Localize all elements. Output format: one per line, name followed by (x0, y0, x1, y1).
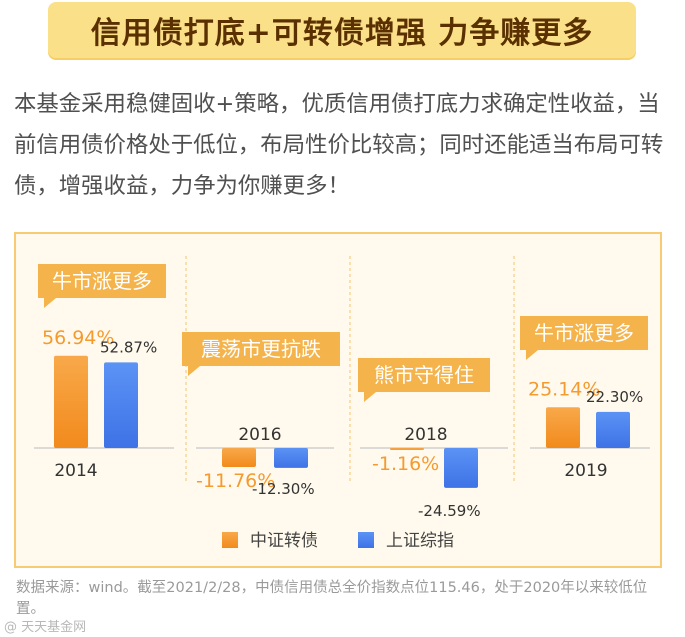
legend-label-cb: 中证转债 (250, 531, 318, 551)
bar-sh-2018 (444, 448, 478, 488)
chart-panel: 56.94% 52.87% 2014 牛市涨更多 -11.76% -12.30% 2016 震… (14, 232, 662, 568)
watermark-text: @ 天天基金网 (4, 620, 87, 635)
value-label-sh-2018: -24.59% (418, 502, 481, 520)
bar-cb-2016 (222, 448, 256, 468)
source-footnote: 数据来源：wind。截至2021/2/28，中债信用债总全价指数点位115.46… (16, 580, 648, 617)
bar-cb-2018 (390, 448, 424, 450)
annotation-text-1: 牛市涨更多 (52, 269, 152, 293)
value-label-sh-2016: -12.30% (252, 480, 315, 498)
annotation-tag-3 (358, 358, 490, 402)
bar-sh-2014 (104, 362, 138, 448)
intro-paragraph: 本基金采用稳健固收+策略，优质信用债打底力求确定性收益，当前信用债价格处于低位，… (14, 91, 664, 199)
legend-label-sh: 上证综指 (386, 531, 454, 551)
year-label-2019: 2019 (564, 461, 607, 481)
value-label-sh-2019: 22.30% (586, 388, 643, 406)
annotation-text-3: 熊市守得住 (374, 363, 474, 387)
legend-swatch-cb (222, 532, 238, 548)
bar-sh-2019 (596, 411, 630, 448)
value-label-cb-2014: 56.94% (42, 327, 114, 349)
bar-cb-2019 (546, 407, 580, 448)
annotation-text-4: 牛市涨更多 (534, 321, 634, 345)
value-label-cb-2018: -1.16% (372, 453, 439, 475)
value-label-cb-2016: -11.76% (196, 470, 275, 492)
annotation-tag-1 (38, 264, 166, 308)
legend-swatch-sh (358, 532, 374, 548)
value-label-sh-2014: 52.87% (100, 338, 157, 356)
annotation-tag-2 (182, 332, 340, 376)
annotation-tag-4 (520, 316, 648, 360)
year-label-2014: 2014 (54, 461, 97, 481)
bar-chart: 56.94%52.87% 2014 牛市涨更多 -11.76%-12.30% 2016 震… (34, 256, 650, 551)
bar-sh-2016 (274, 448, 308, 468)
annotation-text-2: 震荡市更抗跌 (201, 337, 321, 361)
value-label-cb-2019: 25.14% (528, 378, 600, 400)
bar-cb-2014 (54, 355, 88, 448)
banner-title: 信用债打底+可转债增强 力争赚更多 (48, 2, 636, 58)
year-label-2016: 2016 (238, 425, 281, 445)
year-label-2018: 2018 (404, 425, 447, 445)
